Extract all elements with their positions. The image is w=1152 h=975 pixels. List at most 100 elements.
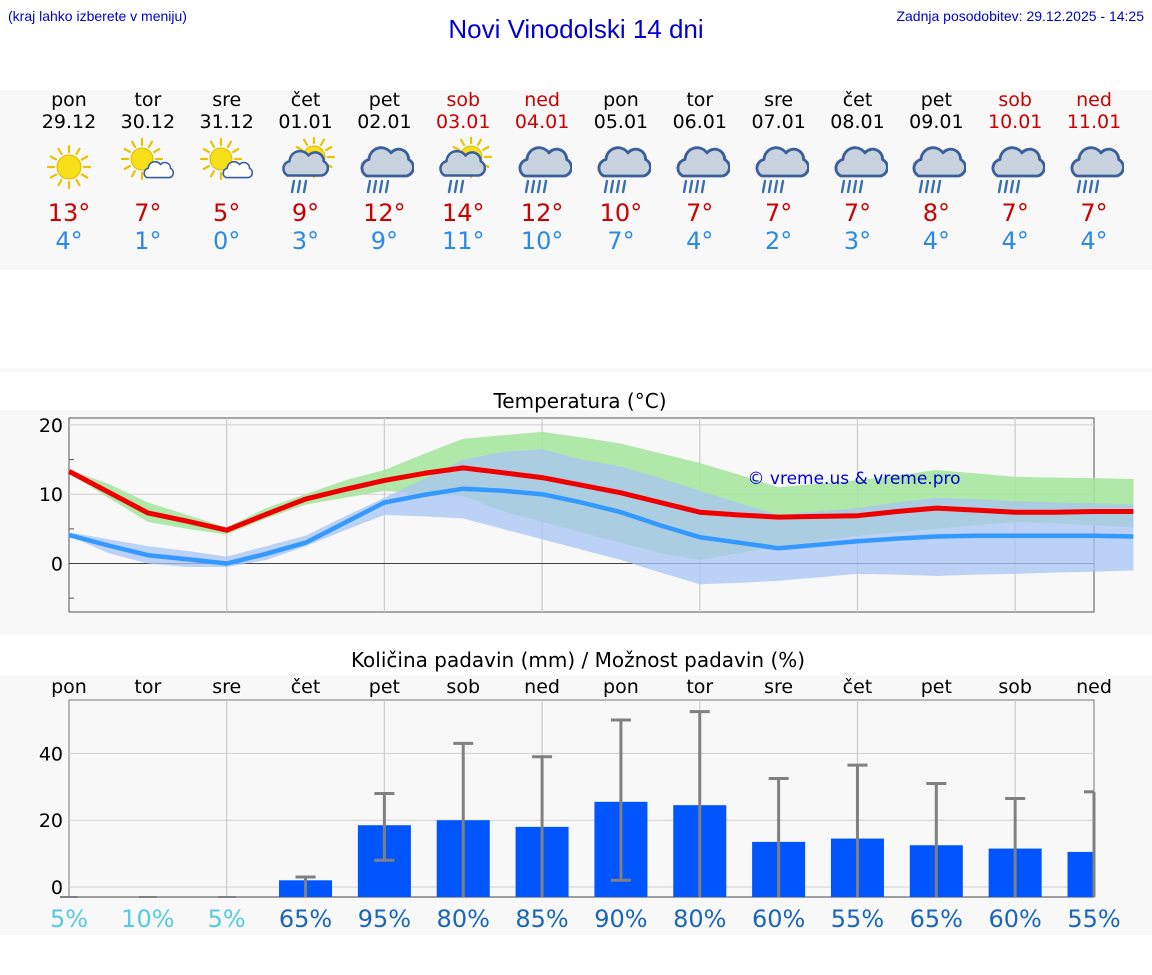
day-column: sre 07.01 7° 2°: [740, 89, 818, 255]
rain-drops: [997, 179, 1021, 194]
probability-label: 55%: [1067, 905, 1120, 933]
min-temp: 2°: [765, 227, 793, 255]
sun-cloud-icon: [199, 137, 253, 181]
min-temp: 7°: [607, 227, 635, 255]
x-category-label: sre: [764, 676, 793, 698]
y-tick-label: 20: [39, 415, 63, 437]
x-category-label: sob: [998, 676, 1032, 698]
date-label: 31.12: [199, 111, 254, 133]
min-temp: 9°: [370, 227, 399, 255]
max-temp: 14°: [441, 199, 485, 227]
probability-label: 90%: [594, 905, 647, 933]
x-category-label: pon: [51, 676, 87, 698]
sun-rain-icon: [439, 137, 493, 194]
weekday-label: pet: [368, 89, 400, 111]
weekday-label: tor: [134, 89, 162, 111]
min-temp: 4°: [922, 227, 950, 255]
sun-icon: [46, 144, 92, 190]
date-label: 09.01: [909, 111, 964, 133]
rain-drops: [290, 179, 307, 194]
chart-title: Temperatura (°C): [492, 389, 666, 413]
divider: [0, 368, 1152, 372]
rain-icon: [518, 146, 573, 194]
probability-label: 55%: [831, 905, 884, 933]
weekday-label: sob: [998, 89, 1032, 111]
last-updated: Zadnja posodobitev: 29.12.2025 - 14:25: [896, 8, 1144, 24]
day-column: tor 06.01 7° 4°: [661, 89, 739, 255]
min-temp: 0°: [213, 227, 241, 255]
rain-drops: [919, 179, 942, 194]
day-column: pon 05.01 10° 7°: [582, 89, 660, 255]
x-category-label: ned: [1076, 676, 1112, 698]
cloud-shape: [755, 146, 809, 178]
weekday-label: sre: [764, 89, 794, 111]
date-label: 10.01: [987, 111, 1043, 133]
rain-drops: [1076, 179, 1100, 194]
max-temp: 7°: [843, 199, 872, 227]
rain-icon: [1070, 146, 1125, 194]
x-category-label: čet: [843, 676, 873, 698]
x-category-label: pon: [603, 676, 639, 698]
cloud-shape: [281, 149, 329, 177]
x-category-label: čet: [291, 676, 321, 698]
probability-label: 60%: [752, 905, 805, 933]
date-label: 05.01: [593, 111, 649, 133]
weekday-label: čet: [290, 89, 321, 111]
min-temp: 11°: [441, 227, 485, 255]
probability-label: 65%: [910, 905, 963, 933]
weekday-label: sob: [446, 89, 481, 111]
probability-label: 85%: [515, 905, 568, 933]
day-column: čet 08.01 7° 3°: [819, 89, 897, 255]
cloud-shape: [991, 146, 1046, 178]
day-column: sob 10.01 7° 4°: [976, 89, 1054, 255]
max-temp: 9°: [291, 199, 320, 227]
day-column: pon 29.12 13° 4°: [30, 89, 108, 255]
forecast-strip: [0, 90, 1152, 270]
probability-label: 5%: [208, 905, 246, 933]
weekday-label: pet: [920, 89, 952, 111]
max-temp: 13°: [47, 199, 91, 227]
x-category-label: sob: [446, 676, 480, 698]
x-category-label: ned: [524, 676, 560, 698]
cloud-shape: [222, 160, 253, 179]
weekday-label: tor: [686, 89, 714, 111]
probability-label: 5%: [50, 905, 88, 933]
min-temp: 4°: [55, 227, 83, 255]
cloud-shape: [834, 146, 888, 178]
rain-icon: [991, 146, 1046, 194]
max-temp: 7°: [134, 199, 162, 227]
rain-drops: [682, 179, 705, 194]
rain-icon: [360, 146, 415, 194]
min-temp: 4°: [1001, 227, 1029, 255]
max-temp: 12°: [363, 199, 406, 227]
cloud-shape: [439, 149, 487, 177]
day-column: pet 09.01 8° 4°: [897, 89, 975, 255]
x-category-label: pet: [369, 676, 400, 698]
day-column: sob 03.01 14° 11°: [424, 89, 502, 255]
cloud-shape: [597, 146, 651, 178]
day-column: sre 31.12 5° 0°: [188, 89, 266, 255]
date-label: 11.01: [1066, 111, 1122, 133]
min-temp: 1°: [134, 227, 162, 255]
date-label: 08.01: [830, 111, 885, 133]
x-category-label: pet: [921, 676, 952, 698]
chart-title: Količina padavin (mm) / Možnost padavin …: [351, 648, 805, 672]
probability-label: 80%: [437, 905, 490, 933]
sun-shape: [46, 144, 92, 190]
min-temp: 10°: [520, 227, 564, 255]
weekday-label: sre: [212, 89, 242, 111]
x-category-label: sre: [212, 676, 241, 698]
rain-drops: [367, 179, 390, 194]
probability-label: 65%: [279, 905, 332, 933]
page-title: Novi Vinodolski 14 dni: [448, 14, 704, 44]
rain-drops: [448, 179, 465, 194]
temperature-chart: Temperatura (°C) 0 10 20 © vreme.us & vreme.…: [39, 389, 1134, 613]
day-column: pet 02.01 12° 9°: [345, 89, 423, 255]
min-temp: 3°: [843, 227, 872, 255]
weekday-label: ned: [1076, 89, 1112, 111]
max-temp-line: [67, 465, 1134, 533]
weekday-label: ned: [524, 89, 560, 111]
probability-label: 95%: [358, 905, 411, 933]
probability-label: 80%: [673, 905, 726, 933]
day-column: ned 04.01 12° 10°: [503, 89, 581, 255]
